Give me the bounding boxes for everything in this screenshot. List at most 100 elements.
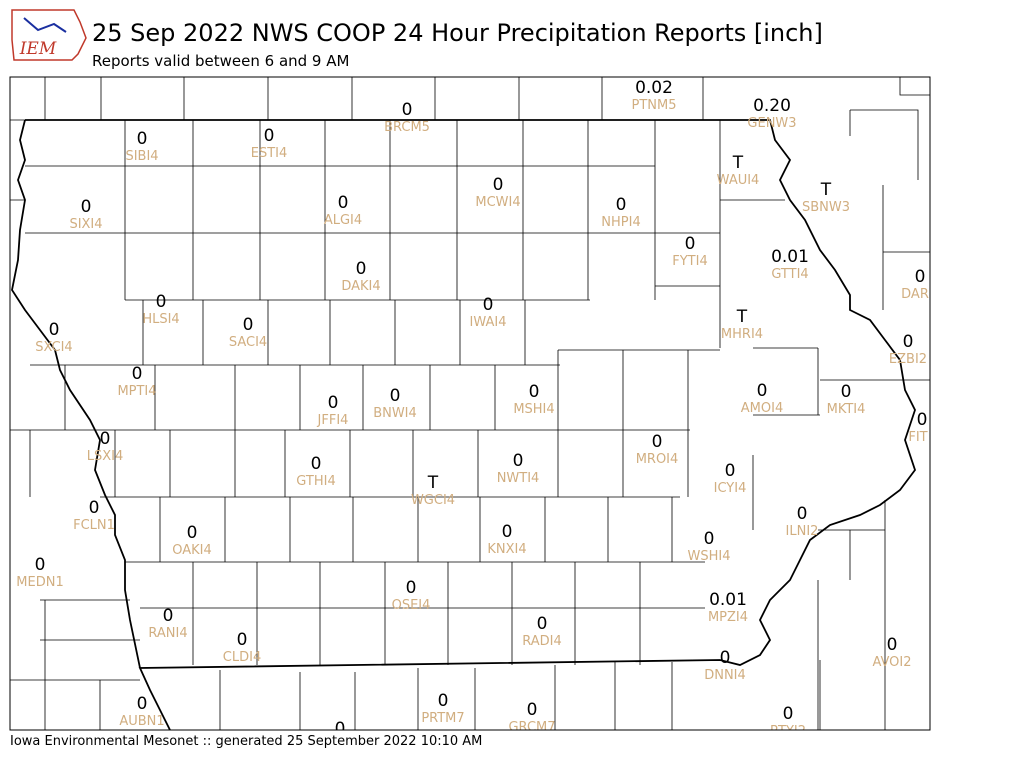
station-id: ESTI4 bbox=[251, 146, 288, 161]
station-id: GTHI4 bbox=[296, 474, 335, 489]
station-id: MHRI4 bbox=[721, 327, 763, 342]
station-value: 0 bbox=[903, 332, 914, 352]
title: 25 Sep 2022 NWS COOP 24 Hour Precipitati… bbox=[92, 19, 823, 47]
station-id: NHPI4 bbox=[601, 215, 640, 230]
station-id: LSXI4 bbox=[87, 449, 124, 464]
station-id: WSHI4 bbox=[688, 549, 731, 564]
station-id: MSHI4 bbox=[513, 402, 554, 417]
station-value: 0 bbox=[81, 197, 92, 217]
station-value: 0 bbox=[187, 523, 198, 543]
station-value: 0 bbox=[402, 100, 413, 120]
station-value: 0 bbox=[797, 504, 808, 524]
station-id: IWAI4 bbox=[470, 315, 507, 330]
station-id: DAKI4 bbox=[341, 279, 380, 294]
county-lines bbox=[10, 77, 930, 730]
station-id: RADI4 bbox=[522, 634, 562, 649]
station-value: 0 bbox=[513, 451, 524, 471]
station-value: 0 bbox=[915, 267, 926, 287]
station-value: 0 bbox=[100, 429, 111, 449]
station-id: WGCI4 bbox=[411, 493, 455, 508]
station-value: T bbox=[427, 473, 439, 493]
station-value: 0 bbox=[720, 648, 731, 668]
station-value: 0 bbox=[49, 320, 60, 340]
station-id: MPZI4 bbox=[708, 610, 748, 625]
station-value: 0 bbox=[356, 259, 367, 279]
station-value: 0 bbox=[163, 606, 174, 626]
station-value: 0.01 bbox=[709, 590, 747, 610]
station: 0 bbox=[335, 719, 346, 730]
station-id: PTNM5 bbox=[632, 98, 677, 113]
station-id: SIXI4 bbox=[69, 217, 102, 232]
station-id: SACI4 bbox=[229, 335, 267, 350]
station-id: OSEI4 bbox=[392, 598, 431, 613]
state-border bbox=[11, 119, 917, 730]
station-value: 0 bbox=[537, 614, 548, 634]
station-value: 0 bbox=[137, 129, 148, 149]
station-id: EZBI2 bbox=[889, 352, 927, 367]
station-value: 0.20 bbox=[753, 96, 791, 116]
station-id: ALGI4 bbox=[324, 213, 362, 228]
station-id: SXCI4 bbox=[35, 340, 72, 355]
station-id: FCLN1 bbox=[73, 518, 115, 533]
station-id: JFFI4 bbox=[317, 413, 349, 428]
station-value: 0 bbox=[704, 529, 715, 549]
station-value: 0 bbox=[311, 454, 322, 474]
station-id: AMOI4 bbox=[741, 401, 783, 416]
station-value: 0 bbox=[390, 386, 401, 406]
station-value: 0 bbox=[338, 193, 349, 213]
station-value: 0 bbox=[132, 364, 143, 384]
footer: Iowa Environmental Mesonet :: generated … bbox=[10, 734, 482, 749]
station-id: ICYI4 bbox=[714, 481, 747, 496]
station-value: 0 bbox=[89, 498, 100, 518]
station-value: 0 bbox=[841, 382, 852, 402]
station-id: ILNI2 bbox=[786, 524, 819, 539]
station-value: T bbox=[820, 180, 832, 200]
subtitle: Reports valid between 6 and 9 AM bbox=[92, 52, 349, 70]
station-id: GRCM7 bbox=[508, 720, 555, 735]
station-id: GTTI4 bbox=[771, 267, 808, 282]
county-grid bbox=[10, 77, 930, 730]
station-value: 0 bbox=[527, 700, 538, 720]
station-id: MKTI4 bbox=[827, 402, 866, 417]
logo-glyph bbox=[23, 17, 67, 33]
station-id: SIBI4 bbox=[125, 149, 158, 164]
station-id: FIT bbox=[908, 430, 927, 445]
station-value: 0 bbox=[685, 234, 696, 254]
